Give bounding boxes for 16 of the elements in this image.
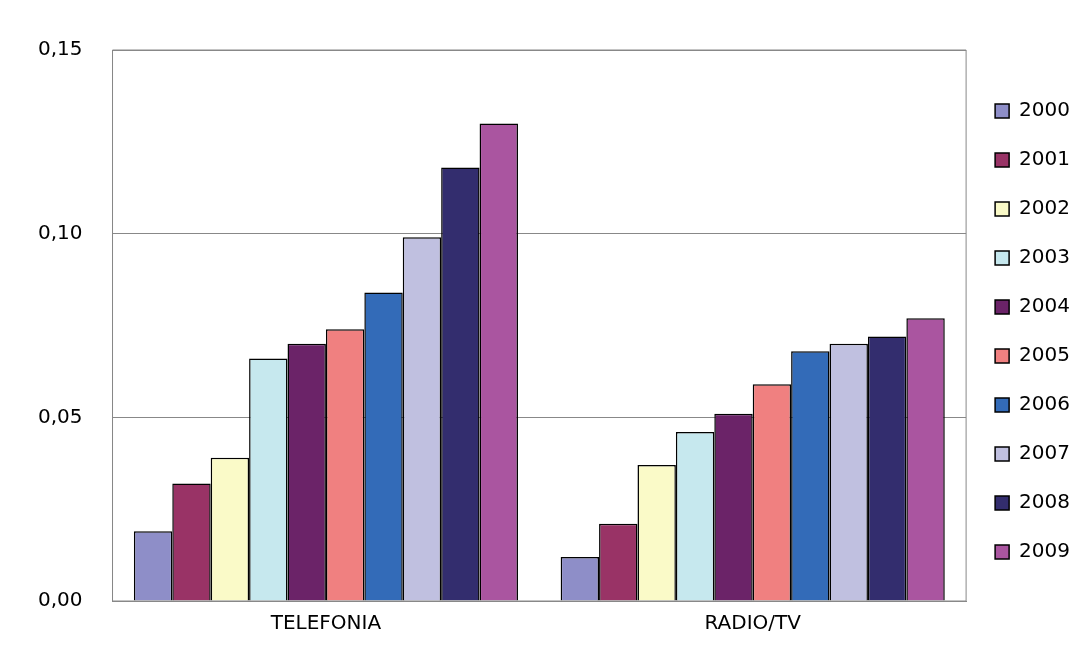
y-tick-label: 0,10: [38, 219, 83, 244]
legend-label: 2008: [1019, 489, 1071, 514]
legend-label: 2003: [1019, 244, 1071, 269]
legend-label: 2005: [1019, 342, 1071, 367]
y-tick-label: 0,05: [38, 403, 83, 428]
x-tick-label: RADIO/TV: [704, 610, 802, 635]
legend-label: 2004: [1019, 293, 1071, 318]
legend-label: 2009: [1019, 538, 1071, 563]
y-tick-label: 0,15: [38, 36, 83, 61]
legend-label: 2006: [1019, 391, 1071, 416]
y-tick-label: 0,00: [38, 587, 83, 612]
legend-label: 2000: [1019, 97, 1071, 122]
legend-label: 2007: [1019, 440, 1071, 465]
legend-label: 2002: [1019, 195, 1071, 220]
legend-label: 2001: [1019, 146, 1071, 171]
x-tick-label: TELEFONIA: [269, 610, 382, 635]
